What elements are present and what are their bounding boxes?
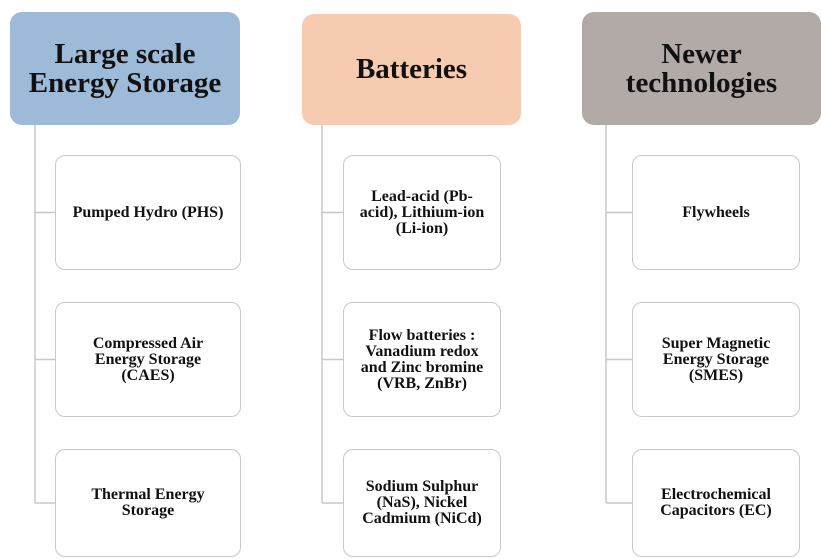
item-box: Thermal Energy Storage xyxy=(55,449,241,557)
item-box: Super Magnetic Energy Storage (SMES) xyxy=(632,302,800,417)
column-header: Large scale Energy Storage xyxy=(10,12,240,125)
item-box: Lead-acid (Pb-acid), Lithium-ion (Li-ion… xyxy=(343,155,501,270)
item-box: Compressed Air Energy Storage (CAES) xyxy=(55,302,241,417)
item-box: Flow batteries : Vanadium redox and Zinc… xyxy=(343,302,501,417)
item-box: Electrochemical Capacitors (EC) xyxy=(632,449,800,557)
item-box: Pumped Hydro (PHS) xyxy=(55,155,241,270)
column-header: Batteries xyxy=(302,14,521,125)
column-header: Newer technologies xyxy=(582,12,821,125)
item-box: Flywheels xyxy=(632,155,800,270)
item-box: Sodium Sulphur (NaS), Nickel Cadmium (Ni… xyxy=(343,449,501,557)
